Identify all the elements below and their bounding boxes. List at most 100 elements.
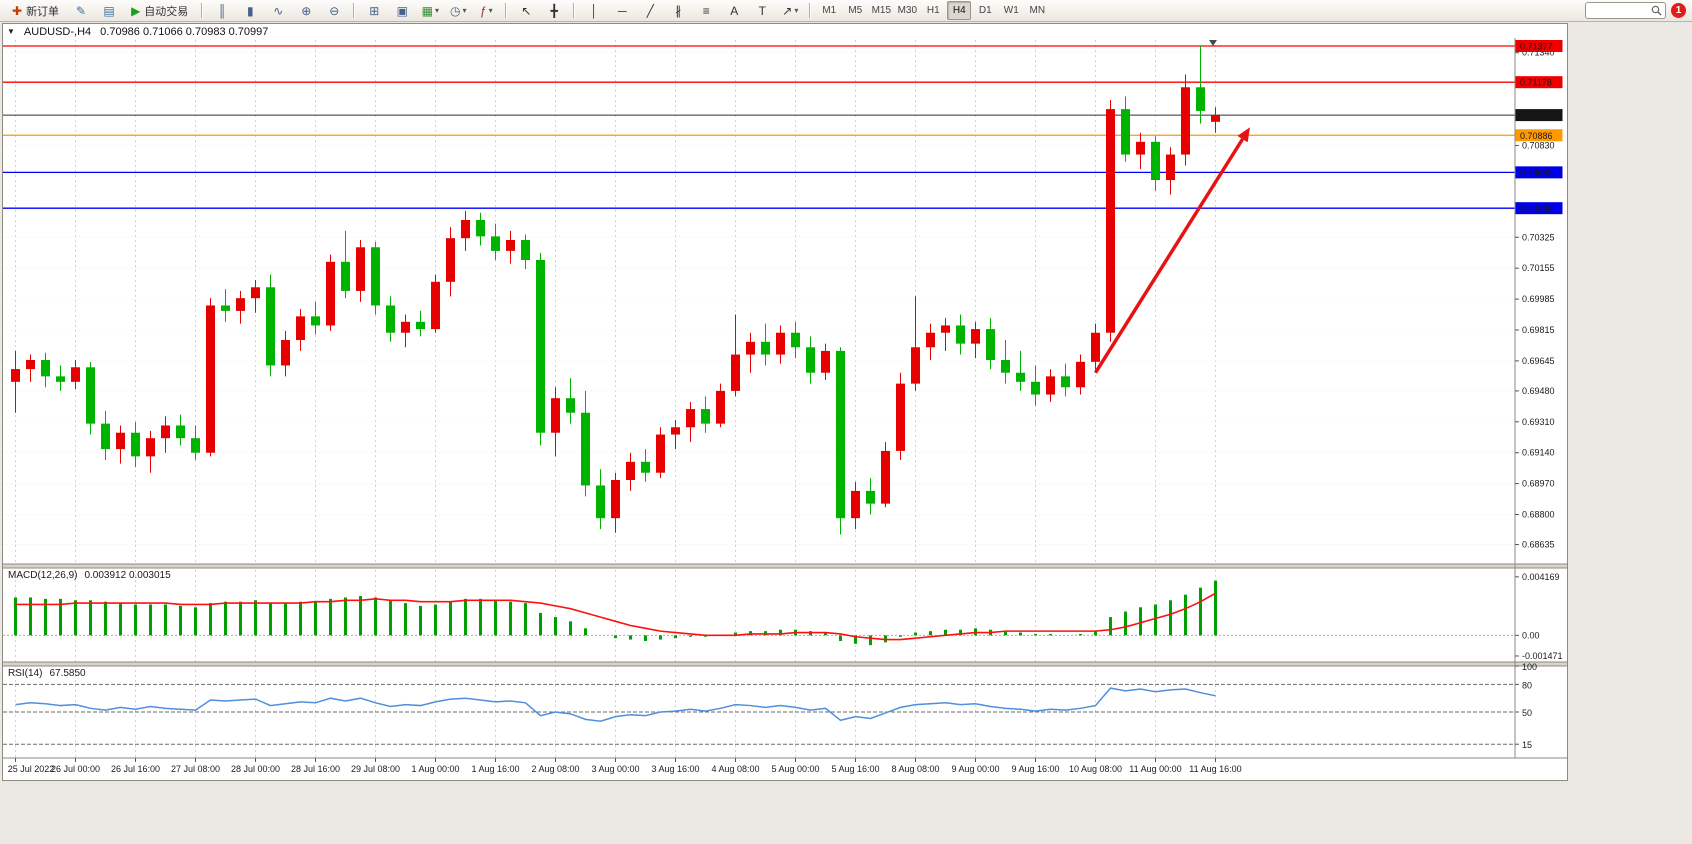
one-click-trading-collapse-icon[interactable]: ▼ [7, 27, 15, 36]
text-button[interactable]: A [721, 1, 747, 21]
vertical-line-button[interactable]: │ [581, 1, 607, 21]
shift-marker-icon [1209, 40, 1217, 46]
price-tick-label: 0.69985 [1522, 294, 1555, 304]
time-label: 9 Aug 00:00 [951, 764, 999, 774]
bull-candle [941, 325, 950, 333]
search-icon[interactable] [1651, 5, 1662, 16]
new-order-label: 新订单 [26, 5, 60, 18]
indicators-dropdown-caret[interactable]: ▾ [488, 6, 493, 15]
bull-candle [821, 350, 830, 373]
bull-candle [1181, 87, 1190, 155]
line-chart-button[interactable]: ∿ [265, 1, 291, 21]
rsi-panel-splitter[interactable] [3, 662, 1567, 666]
chart-canvas[interactable]: 0.71340 0.70830 0.70325 0.70155 0.69985 0.698… [3, 24, 1567, 780]
cascade-windows-button[interactable]: ▣ [389, 1, 415, 21]
bear-candle [266, 287, 275, 366]
bull-candle [626, 461, 635, 480]
timeframe-m15-button[interactable]: M15 [871, 5, 892, 16]
bear-candle [566, 398, 575, 413]
timeframe-w1-button[interactable]: W1 [1003, 5, 1019, 16]
bear-candle [836, 350, 845, 519]
bull-candle [446, 238, 455, 282]
bull-candle [1076, 361, 1085, 388]
bear-candle [1016, 372, 1025, 382]
cursor-icon: ↖ [521, 3, 532, 18]
price-tick-label: 0.69645 [1522, 356, 1555, 366]
toolbar-separator [353, 3, 356, 18]
timeframe-m30-button[interactable]: M30 [897, 5, 918, 16]
price-badge-label: 0.70886 [1520, 131, 1553, 141]
auto-trading-icon: ▶ [131, 3, 141, 18]
mql5-community-icon: ▤ [103, 3, 115, 18]
new-chart-dropdown-caret[interactable]: ▾ [434, 6, 439, 15]
time-label: 8 Aug 08:00 [891, 764, 939, 774]
macd-panel-splitter[interactable] [3, 564, 1567, 568]
price-tick-label: 0.70155 [1522, 263, 1555, 273]
new-order-button[interactable]: ✚ 新订单 [5, 1, 66, 21]
indicators-button[interactable]: ƒ ▾ [473, 1, 499, 21]
bear-candle [1121, 109, 1130, 155]
crosshair-icon: ╋ [550, 3, 558, 18]
time-label: 1 Aug 16:00 [471, 764, 519, 774]
cursor-button[interactable]: ↖ [513, 1, 539, 21]
equidistant-channel-button[interactable]: ∦ [665, 1, 691, 21]
bull-candle [431, 281, 440, 330]
zoom-out-button[interactable]: ⊖ [321, 1, 347, 21]
time-label: 11 Aug 16:00 [1189, 764, 1241, 774]
timeframe-h4-button[interactable]: H4 [947, 1, 972, 20]
price-scale[interactable]: 0.71340 0.70830 0.70325 0.70155 0.69985 0.698… [1514, 38, 1563, 758]
timeframe-h1-button[interactable]: H1 [926, 5, 940, 16]
bull-candle [1166, 154, 1175, 180]
rsi-scale-label: 100 [1522, 662, 1537, 672]
periods-dropdown-caret[interactable]: ▾ [462, 6, 467, 15]
tile-windows-icon: ⊞ [369, 3, 380, 18]
tile-windows-button[interactable]: ⊞ [361, 1, 387, 21]
candlestick-chart-button[interactable]: ▮ [237, 1, 263, 21]
bear-candle [386, 305, 395, 333]
bear-candle [176, 425, 185, 439]
bull-candle [1046, 376, 1055, 395]
toolbar-separator [573, 3, 576, 18]
new-chart-button[interactable]: ▦ ▾ [417, 1, 443, 21]
horizontal-line-button[interactable]: ─ [609, 1, 635, 21]
price-badge-label: 0.70682 [1520, 168, 1553, 178]
price-badge [1515, 109, 1563, 122]
mql5-community-button[interactable]: ▤ [96, 1, 122, 21]
metaeditor-button[interactable]: ✎ [68, 1, 94, 21]
text-label-button[interactable]: T [749, 1, 775, 21]
bear-candle [641, 461, 650, 473]
crosshair-button[interactable]: ╋ [541, 1, 567, 21]
bull-candle [911, 347, 920, 384]
horizontal-line-objects[interactable] [3, 45, 1515, 209]
bear-candle [1061, 376, 1070, 388]
price-tick-label: 0.69310 [1522, 417, 1555, 427]
bear-candle [101, 423, 110, 450]
arrow-objects-button[interactable]: ↗ ▾ [777, 1, 803, 21]
bear-candle [521, 240, 530, 260]
timeframe-m5-button[interactable]: M5 [848, 5, 863, 16]
fibonacci-retracement-button[interactable]: ≡ [693, 1, 719, 21]
trendline-button[interactable]: ╱ [637, 1, 663, 21]
price-tick-label: 0.69480 [1522, 386, 1555, 396]
bar-chart-button[interactable]: ║ [209, 1, 235, 21]
notification-badge[interactable]: 1 [1671, 3, 1686, 18]
arrow-objects-dropdown-caret[interactable]: ▾ [794, 6, 799, 15]
auto-trading-button[interactable]: ▶ 自动交易 [124, 1, 195, 21]
timeframe-d1-button[interactable]: D1 [978, 5, 992, 16]
price-badge-label: 0.71377 [1520, 42, 1553, 52]
search-box[interactable] [1585, 2, 1666, 19]
search-input[interactable] [1589, 4, 1651, 17]
timeframe-m1-button[interactable]: M1 [822, 5, 837, 16]
zoom-in-button[interactable]: ⊕ [293, 1, 319, 21]
timeframe-mn-button[interactable]: MN [1029, 5, 1046, 16]
vertical-line-icon: │ [590, 3, 599, 18]
price-tick-label: 0.71340 [1522, 48, 1555, 58]
periods-button[interactable]: ◷ ▾ [445, 1, 471, 21]
bull-candle [251, 287, 260, 299]
trend-arrow-annotation[interactable] [1094, 127, 1251, 374]
toolbar-groups: ✚ 新订单 ✎ ▤ ▶ 自动交易 ║ ▮ ∿ ⊕ ⊖ ⊞ ▣ ▦ ▾ ◷ ▾ ƒ ▾ ↖ ╋ │ ─ ╱ ∦ ≡ A T ↗ ▾ M1 M5 M… [4, 0, 1050, 21]
bear-candle [1001, 360, 1010, 373]
time-label: 5 Aug 16:00 [831, 764, 879, 774]
bear-candle [986, 329, 995, 360]
